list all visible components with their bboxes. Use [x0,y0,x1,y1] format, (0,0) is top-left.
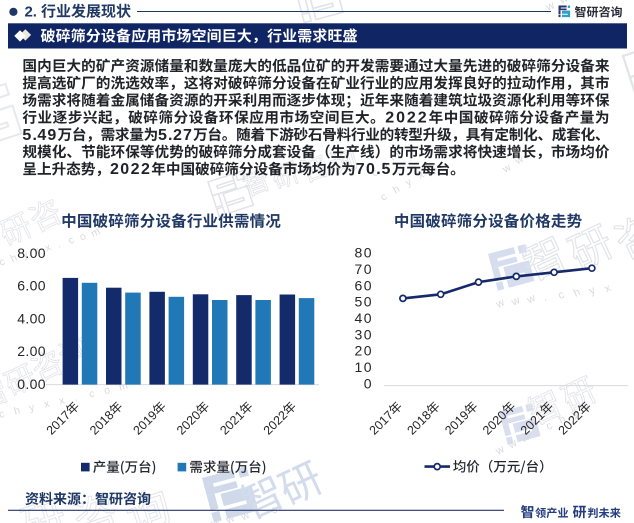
svg-text:5: 5 [22,127,31,144]
svg-text:7: 7 [356,161,365,178]
svg-text:2: 2 [385,110,394,127]
svg-text:o: o [103,384,112,397]
svg-text:.: . [33,4,37,21]
svg-text:.: . [55,239,63,251]
svg-text:0.00: 0.00 [17,376,45,392]
svg-text:.: . [541,292,549,304]
svg-text:h: h [557,413,568,426]
svg-text:x: x [428,161,439,174]
svg-text:c: c [544,419,555,432]
svg-text:0: 0 [364,375,372,391]
svg-text:c: c [556,289,567,302]
svg-text:60: 60 [355,277,372,293]
svg-text:2: 2 [173,127,182,144]
svg-text:8.00: 8.00 [17,245,45,261]
svg-text:y: y [20,248,31,261]
svg-text:w: w [208,515,221,523]
svg-text:10: 10 [355,359,372,375]
svg-text:80: 80 [355,245,372,261]
svg-text:.: . [532,427,540,439]
svg-text:4: 4 [37,127,46,144]
svg-text:c: c [66,234,76,247]
svg-text:2: 2 [418,110,427,127]
svg-text:w: w [557,0,570,7]
svg-text:x: x [43,398,52,411]
svg-text:c: c [0,408,6,421]
svg-text:.: . [33,127,37,144]
svg-text:2: 2 [407,110,416,127]
svg-text:0: 0 [396,110,405,127]
svg-text:50: 50 [355,294,372,310]
svg-text:h: h [572,286,583,299]
svg-text:70: 70 [355,261,372,277]
svg-text:2.00: 2.00 [17,343,45,359]
svg-text:.: . [168,127,172,144]
svg-text:x: x [32,245,43,258]
svg-text:y: y [587,284,598,297]
svg-text:h: h [13,404,22,417]
svg-text:w: w [223,512,236,523]
svg-text:7: 7 [183,127,192,144]
svg-text:m: m [118,380,130,394]
svg-text:h: h [9,252,20,265]
svg-text:x: x [416,168,427,181]
svg-text:c: c [88,388,96,401]
svg-text:o: o [78,230,89,243]
svg-text:.: . [376,161,380,178]
svg-text:.: . [73,392,79,404]
svg-text:30: 30 [355,326,372,342]
svg-text:x: x [603,282,614,295]
svg-text:2: 2 [25,4,33,21]
svg-text:2: 2 [141,161,150,178]
svg-text:20: 20 [355,343,372,359]
svg-text:y: y [403,176,414,189]
svg-text:4.00: 4.00 [17,310,45,326]
svg-text:2: 2 [110,161,119,178]
svg-text:.: . [254,508,262,520]
svg-text:y: y [28,401,37,414]
svg-text:c: c [369,167,381,180]
svg-text:c: c [379,191,390,204]
svg-text:5: 5 [158,127,167,144]
svg-text:x: x [43,241,54,254]
svg-text:6.00: 6.00 [17,278,45,294]
svg-text:h: h [391,183,402,196]
svg-text:x: x [58,394,67,407]
svg-text:c: c [0,256,7,269]
svg-text:5: 5 [382,161,391,178]
svg-text:y: y [569,407,580,420]
svg-text:40: 40 [355,310,372,326]
svg-text:0: 0 [366,161,375,178]
svg-text:9: 9 [47,127,56,144]
svg-text:0: 0 [120,161,129,178]
svg-text:2: 2 [131,161,140,178]
